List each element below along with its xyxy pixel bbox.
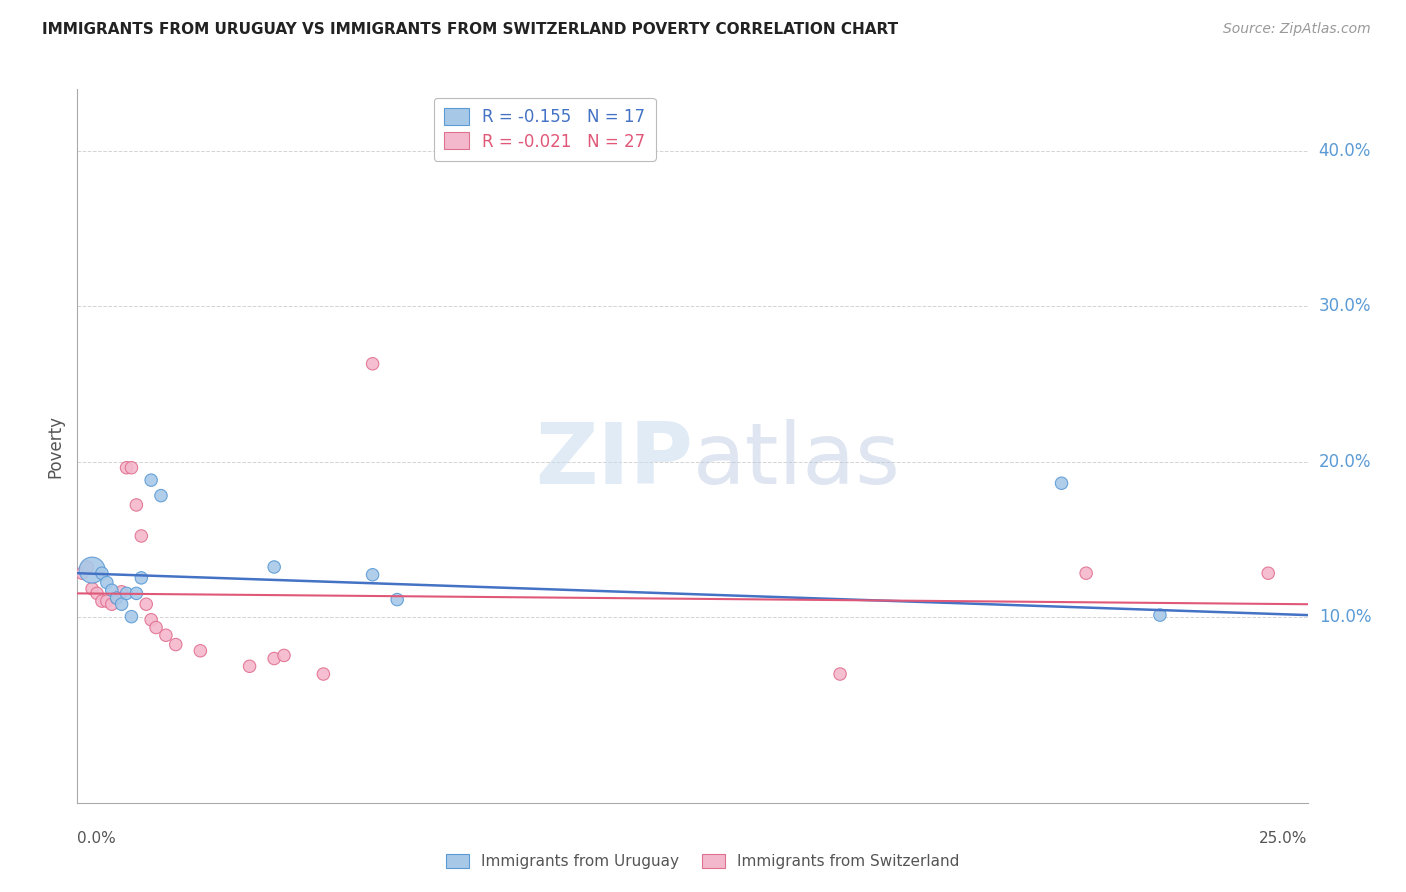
Point <box>76 560 98 574</box>
Point <box>273 648 295 663</box>
Point <box>101 597 124 611</box>
Point <box>312 667 335 681</box>
Text: Source: ZipAtlas.com: Source: ZipAtlas.com <box>1223 22 1371 37</box>
Text: atlas: atlas <box>693 418 900 502</box>
Text: 10.0%: 10.0% <box>1319 607 1371 625</box>
Point <box>385 592 409 607</box>
Point <box>361 567 384 582</box>
Point <box>1257 566 1279 581</box>
Point <box>155 628 177 642</box>
Y-axis label: Poverty: Poverty <box>46 415 65 477</box>
Point <box>141 473 163 487</box>
Text: 30.0%: 30.0% <box>1319 297 1371 316</box>
Point <box>263 560 285 574</box>
Point <box>150 489 173 503</box>
Point <box>121 460 143 475</box>
Point <box>239 659 262 673</box>
Point <box>82 582 104 596</box>
Point <box>96 594 118 608</box>
Point <box>145 620 167 634</box>
Point <box>105 591 128 605</box>
Point <box>1149 608 1171 623</box>
Legend: Immigrants from Uruguay, Immigrants from Switzerland: Immigrants from Uruguay, Immigrants from… <box>440 848 966 875</box>
Point <box>135 597 157 611</box>
Point <box>121 609 143 624</box>
Point <box>111 584 132 599</box>
Point <box>96 575 118 590</box>
Point <box>115 460 138 475</box>
Point <box>90 566 114 581</box>
Point <box>125 498 148 512</box>
Point <box>105 591 128 605</box>
Point <box>101 583 124 598</box>
Point <box>141 613 163 627</box>
Point <box>188 644 212 658</box>
Legend: R = -0.155   N = 17, R = -0.021   N = 27: R = -0.155 N = 17, R = -0.021 N = 27 <box>434 97 655 161</box>
Point <box>263 651 285 665</box>
Point <box>361 357 384 371</box>
Point <box>1050 476 1073 491</box>
Point <box>1076 566 1098 581</box>
Point <box>125 586 148 600</box>
Point <box>111 597 132 611</box>
Point <box>90 594 114 608</box>
Text: ZIP: ZIP <box>534 418 693 502</box>
Text: 25.0%: 25.0% <box>1260 831 1308 847</box>
Point <box>830 667 852 681</box>
Point <box>86 586 108 600</box>
Point <box>115 586 138 600</box>
Point <box>70 566 93 581</box>
Text: 0.0%: 0.0% <box>77 831 117 847</box>
Text: IMMIGRANTS FROM URUGUAY VS IMMIGRANTS FROM SWITZERLAND POVERTY CORRELATION CHART: IMMIGRANTS FROM URUGUAY VS IMMIGRANTS FR… <box>42 22 898 37</box>
Point <box>82 563 104 577</box>
Point <box>129 529 153 543</box>
Point <box>129 571 153 585</box>
Text: 20.0%: 20.0% <box>1319 452 1371 470</box>
Text: 40.0%: 40.0% <box>1319 142 1371 161</box>
Point <box>165 638 187 652</box>
